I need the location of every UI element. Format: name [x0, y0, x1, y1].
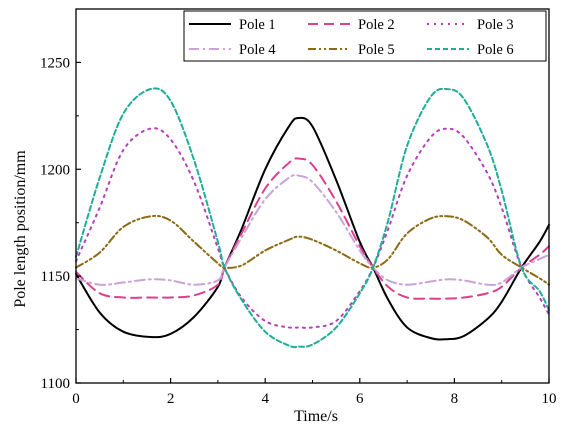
series-lines	[75, 87, 550, 349]
x-tick-label: 0	[72, 391, 80, 407]
y-axis-label: Pole length position/mm	[12, 150, 29, 308]
series-line-2	[75, 157, 550, 300]
legend-label: Pole 3	[477, 17, 514, 33]
legend-item: Pole 1	[189, 17, 276, 33]
legend: Pole 1 Pole 2 Pole 3 Pole 4 Pole 5 Pole 6	[183, 10, 547, 62]
legend-box	[183, 10, 547, 62]
y-tick-label: 1250	[40, 55, 70, 71]
legend-item: Pole 5	[308, 42, 395, 58]
legend-label: Pole 6	[477, 42, 514, 58]
legend-item: Pole 4	[189, 42, 276, 58]
series-line-5	[75, 214, 550, 286]
legend-item: Pole 3	[427, 17, 514, 33]
legend-label: Pole 1	[239, 17, 276, 33]
series-line-3	[75, 127, 550, 329]
x-tick-label: 8	[451, 391, 459, 407]
series-line-6	[75, 87, 550, 349]
legend-item: Pole 6	[427, 42, 514, 58]
y-tick-label: 1150	[41, 269, 70, 285]
y-tick-label: 1200	[40, 162, 70, 178]
x-axis-label: Time/s	[294, 408, 338, 425]
legend-label: Pole 5	[358, 42, 395, 58]
legend-label: Pole 2	[358, 17, 395, 33]
legend-item: Pole 2	[308, 17, 395, 33]
x-tick-label: 2	[167, 391, 175, 407]
x-axis-ticks: 0 2 4 6 8 10	[72, 378, 557, 407]
x-tick-label: 6	[356, 391, 364, 407]
y-axis-ticks: 1100 1150 1200 1250	[40, 55, 81, 392]
series-line-4	[75, 174, 550, 286]
y-tick-label: 1100	[41, 376, 70, 392]
series-line-1	[75, 116, 550, 341]
x-tick-label: 10	[542, 391, 557, 407]
x-tick-label: 4	[261, 391, 269, 407]
legend-label: Pole 4	[239, 42, 276, 58]
